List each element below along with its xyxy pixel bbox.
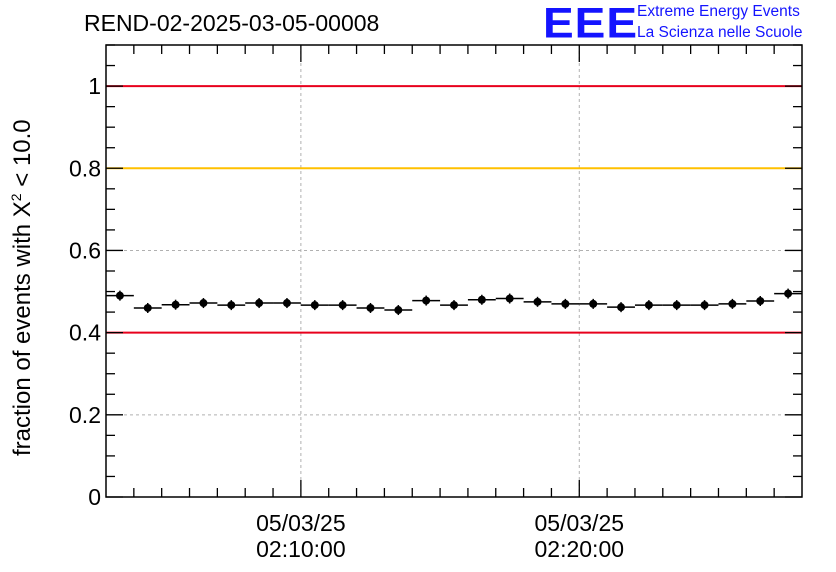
x-tick-label-time-1: 02:20:00 (535, 536, 625, 562)
data-point-marker-24 (784, 289, 793, 298)
data-point-12 (440, 300, 468, 311)
data-point-4 (217, 300, 246, 311)
data-point-5 (245, 298, 274, 309)
data-point-20 (662, 300, 691, 311)
data-point-marker-1 (143, 303, 152, 312)
data-point-3 (189, 298, 218, 309)
data-point-7 (300, 300, 329, 311)
data-point-marker-18 (617, 303, 626, 312)
data-point-8 (328, 300, 357, 311)
eee-logo: EEE Extreme Energy Events La Scienza nel… (543, 0, 833, 47)
data-point-marker-13 (477, 295, 486, 304)
data-point-13 (467, 294, 496, 305)
data-point-marker-0 (115, 291, 124, 300)
y-tick-label-0: 0 (88, 484, 101, 510)
data-point-marker-11 (422, 296, 431, 305)
tick-labels-layer: 00.20.40.60.8105/03/2502:10:0005/03/2502… (69, 73, 624, 562)
data-points-layer (106, 288, 802, 316)
y-tick-label-3: 0.6 (69, 237, 101, 263)
data-point-19 (634, 300, 663, 311)
data-point-marker-22 (728, 299, 737, 308)
y-tick-label-5: 1 (88, 73, 101, 99)
data-point-22 (718, 298, 747, 309)
data-point-marker-16 (561, 299, 570, 308)
logo-tagline-2: La Scienza nelle Scuole (637, 24, 803, 41)
data-point-marker-6 (282, 299, 291, 308)
y-tick-label-2: 0.4 (69, 320, 101, 346)
x-tick-label-time-0: 02:10:00 (256, 536, 346, 562)
data-point-marker-17 (589, 299, 598, 308)
data-point-marker-12 (450, 301, 458, 310)
data-point-marker-9 (366, 303, 375, 312)
data-point-marker-5 (255, 299, 264, 308)
data-point-marker-23 (756, 296, 765, 305)
logo-tagline-1: Extreme Energy Events (637, 3, 800, 20)
data-point-marker-3 (199, 299, 208, 308)
plot-frame (105, 44, 803, 498)
data-point-11 (412, 295, 441, 306)
data-point-0 (106, 290, 134, 301)
data-point-marker-19 (644, 301, 653, 310)
chart-title: REND-02-2025-03-05-00008 (84, 10, 380, 36)
data-point-marker-14 (505, 294, 514, 303)
data-point-marker-2 (171, 300, 180, 309)
data-point-18 (607, 302, 635, 313)
data-point-marker-21 (700, 301, 709, 310)
data-point-marker-4 (227, 301, 236, 310)
data-point-15 (523, 296, 552, 307)
data-point-marker-7 (310, 301, 319, 310)
data-point-24 (774, 288, 802, 299)
data-point-marker-15 (533, 297, 542, 306)
data-point-marker-20 (672, 301, 681, 310)
reference-lines-layer (106, 85, 802, 334)
x-tick-label-date-1: 05/03/25 (535, 510, 625, 536)
y-tick-label-1: 0.2 (69, 402, 101, 428)
data-point-6 (273, 298, 301, 309)
ticks-layer (106, 44, 802, 498)
data-point-21 (690, 300, 719, 311)
y-tick-label-4: 0.8 (69, 155, 101, 181)
data-point-23 (746, 295, 775, 306)
data-point-17 (579, 298, 608, 309)
data-point-10 (384, 305, 413, 316)
data-point-9 (356, 302, 385, 313)
data-point-1 (133, 302, 162, 313)
grid-layer (106, 45, 802, 497)
data-point-2 (161, 299, 190, 310)
data-point-14 (495, 293, 524, 304)
eee-logo-mark: EEE (543, 0, 639, 47)
x-tick-label-date-0: 05/03/25 (256, 510, 346, 536)
data-point-marker-8 (338, 301, 347, 310)
data-point-16 (551, 298, 580, 309)
data-point-marker-10 (394, 306, 403, 315)
